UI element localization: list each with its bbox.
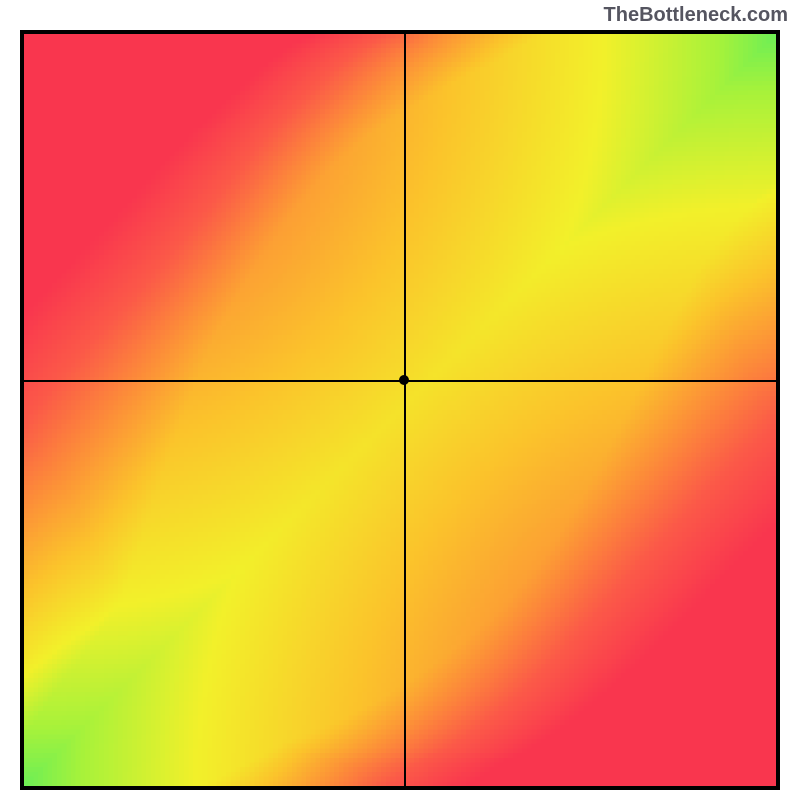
crosshair-vertical: [404, 34, 406, 786]
watermark-text: TheBottleneck.com: [604, 4, 788, 27]
heatmap-canvas: [24, 34, 776, 786]
data-point-marker: [399, 375, 409, 385]
chart-frame: [20, 30, 780, 790]
